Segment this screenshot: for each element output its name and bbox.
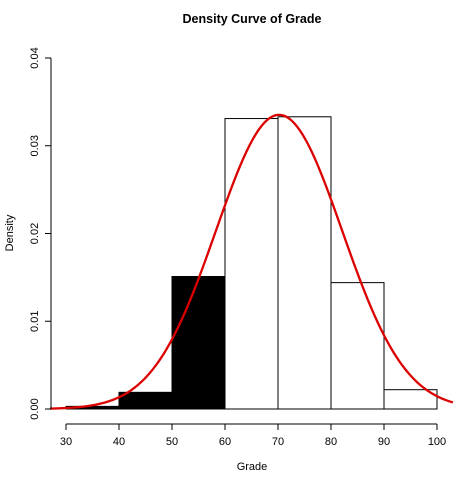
y-tick-label: 0.00 <box>29 398 41 419</box>
histogram-bar-4 <box>224 118 279 410</box>
y-tick-label: 0.04 <box>29 47 41 68</box>
histogram-bar-3 <box>171 275 226 410</box>
y-tick-label: 0.03 <box>29 135 41 156</box>
x-tick-label: 70 <box>272 436 284 448</box>
histogram-bar-5 <box>277 116 332 410</box>
x-axis-ticks: 30 40 50 60 70 80 90 100 <box>60 424 446 448</box>
y-tick-label: 0.02 <box>29 223 41 244</box>
x-tick-label: 50 <box>166 436 178 448</box>
y-axis-ticks: 0.00 0.01 0.02 0.03 0.04 <box>29 47 51 420</box>
chart-title: Density Curve of Grade <box>183 12 322 26</box>
histogram-bar-7 <box>383 389 438 410</box>
x-tick-label: 60 <box>219 436 231 448</box>
y-axis-label: Density <box>4 214 16 251</box>
x-tick-label: 40 <box>113 436 125 448</box>
histogram-bars <box>65 116 438 410</box>
density-curve-line <box>50 113 454 410</box>
x-axis-label: Grade <box>237 461 268 473</box>
y-tick-label: 0.01 <box>29 311 41 332</box>
x-tick-label: 30 <box>60 436 72 448</box>
x-tick-label: 90 <box>378 436 390 448</box>
histogram-bar-2 <box>118 391 173 410</box>
x-tick-label: 80 <box>325 436 337 448</box>
x-tick-label: 100 <box>428 436 446 448</box>
histogram-bar-6 <box>330 282 385 410</box>
